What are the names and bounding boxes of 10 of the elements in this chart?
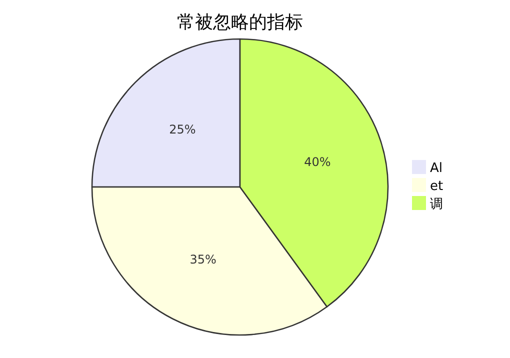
- legend-label: 调: [430, 197, 443, 212]
- legend-label: Al: [430, 161, 443, 176]
- legend-entry: Al: [412, 160, 443, 176]
- legend-entry: 调: [412, 196, 443, 212]
- data-label: 40%: [304, 154, 331, 169]
- legend-label: et: [430, 179, 444, 194]
- chart-title: 常被忽略的指标: [177, 12, 303, 33]
- data-label: 35%: [190, 252, 216, 267]
- data-label: 25%: [169, 122, 196, 136]
- legend-entry: et: [412, 178, 444, 194]
